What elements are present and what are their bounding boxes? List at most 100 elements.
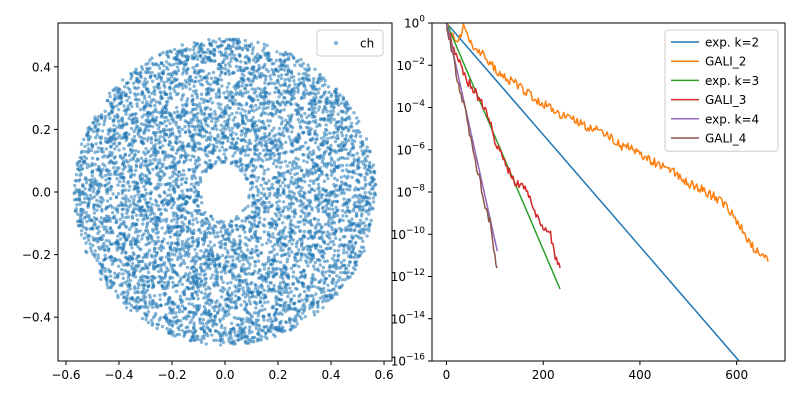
scatter-point [103, 266, 107, 271]
scatter-point [171, 330, 175, 334]
scatter-point [255, 339, 260, 343]
scatter-point [293, 208, 297, 212]
scatter-point [158, 256, 162, 260]
scatter-point [256, 314, 261, 318]
scatter-point [188, 87, 192, 91]
scatter-point [250, 180, 254, 185]
scatter-point [285, 100, 289, 104]
scatter-point [285, 72, 290, 77]
scatter-point [280, 146, 284, 150]
scatter-point [123, 280, 127, 285]
scatter-point [284, 150, 288, 154]
scatter-point [313, 132, 317, 136]
scatter-point [198, 105, 202, 109]
scatter-point [350, 125, 354, 129]
scatter-point [237, 278, 242, 283]
scatter-point [187, 219, 192, 223]
scatter-point [259, 296, 263, 300]
scatter-point [326, 222, 330, 226]
scatter-point [131, 81, 136, 86]
scatter-point [96, 150, 100, 154]
scatter-point [108, 177, 112, 181]
scatter-point [113, 162, 117, 166]
scatter-point [78, 202, 82, 207]
scatter-point [275, 266, 279, 271]
scatter-point [322, 152, 326, 156]
scatter-point [127, 199, 132, 203]
scatter-point [124, 200, 128, 204]
scatter-point [234, 277, 238, 282]
scatter-point [262, 42, 266, 46]
scatter-point [368, 203, 372, 207]
scatter-point [144, 243, 148, 247]
scatter-point [201, 57, 205, 61]
scatter-point [289, 328, 293, 332]
scatter-point [276, 302, 280, 306]
scatter-point [231, 255, 235, 259]
scatter-point [202, 50, 206, 55]
scatter-point [185, 99, 189, 104]
scatter-point [119, 136, 124, 141]
scatter-point [303, 276, 307, 280]
scatter-point [313, 129, 317, 133]
scatter-point [115, 131, 120, 136]
scatter-point [167, 142, 171, 146]
scatter-point [190, 302, 195, 307]
scatter-point [349, 121, 354, 126]
scatter-point [332, 259, 337, 263]
scatter-point [150, 323, 154, 327]
scatter-point [191, 222, 195, 227]
scatter-point [222, 91, 226, 95]
scatter-point [365, 196, 369, 200]
scatter-point [316, 108, 321, 112]
scatter-point [259, 196, 263, 201]
scatter-point [323, 189, 328, 193]
scatter-point [236, 333, 241, 338]
scatter-point [204, 50, 208, 55]
scatter-point [214, 159, 218, 164]
scatter-point [354, 132, 359, 136]
scatter-point [254, 326, 259, 331]
scatter-point [253, 283, 258, 288]
scatter-point [121, 175, 126, 179]
scatter-point [271, 186, 275, 190]
scatter-point [321, 157, 325, 161]
scatter-point [270, 289, 274, 293]
scatter-point [135, 102, 139, 106]
scatter-point [351, 195, 355, 199]
scatter-point [144, 62, 148, 67]
scatter-point [234, 223, 238, 228]
scatter-point [307, 244, 311, 249]
scatter-point [321, 205, 325, 209]
scatter-point [203, 282, 207, 286]
scatter-point [239, 133, 244, 137]
scatter-point [142, 137, 147, 141]
scatter-point [341, 214, 345, 218]
scatter-point [79, 151, 84, 155]
scatter-point [239, 322, 244, 327]
scatter-point [141, 256, 145, 260]
scatter-point [240, 84, 244, 88]
scatter-point [166, 320, 171, 325]
scatter-point [223, 231, 228, 236]
scatter-point [184, 104, 188, 108]
scatter-point [179, 298, 183, 302]
scatter-point [302, 159, 306, 163]
scatter-point [108, 226, 113, 230]
scatter-point [296, 88, 300, 92]
scatter-point [108, 116, 112, 120]
scatter-point [105, 199, 110, 203]
scatter-point [304, 88, 308, 92]
scatter-point [217, 95, 222, 99]
scatter-point [148, 212, 153, 217]
scatter-point [278, 67, 283, 72]
scatter-point [234, 92, 238, 97]
scatter-point [87, 187, 92, 191]
scatter-point [275, 100, 279, 105]
scatter-point [359, 205, 363, 210]
scatter-point [187, 221, 192, 226]
scatter-point [269, 320, 274, 324]
scatter-point [179, 97, 184, 102]
scatter-point [316, 309, 320, 314]
scatter-point [211, 88, 216, 92]
